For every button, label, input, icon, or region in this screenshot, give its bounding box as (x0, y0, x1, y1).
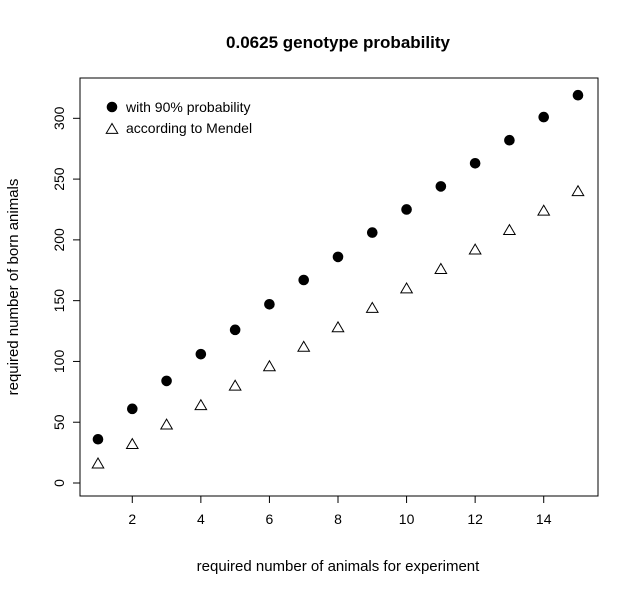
y-axis-label: required number of born animals (5, 179, 22, 396)
point-series-2 (571, 184, 585, 197)
point-series-2 (468, 243, 482, 255)
point-series-2 (502, 223, 517, 236)
point-series-2 (125, 437, 139, 449)
point-series-1 (126, 403, 138, 415)
y-tick-label: 300 (51, 106, 67, 130)
y-tick-label: 50 (51, 414, 67, 430)
point-series-1 (92, 433, 104, 445)
y-tick-label: 100 (51, 350, 67, 374)
legend-marker-filled-circle (106, 101, 118, 113)
point-series-1 (195, 348, 207, 360)
x-tick-label: 10 (399, 511, 415, 527)
y-tick-label: 250 (51, 167, 67, 191)
chart-title: 0.0625 genotype probability (226, 33, 450, 52)
y-tick-label: 150 (51, 289, 67, 313)
x-axis: 2 4 6 8 10 12 14 (128, 495, 552, 527)
data-points (91, 89, 585, 469)
point-series-1 (161, 375, 172, 387)
point-series-1 (366, 227, 378, 238)
x-axis-label: required number of animals for experimen… (197, 558, 480, 575)
legend-label: according to Mendel (126, 120, 252, 136)
point-series-2 (159, 418, 174, 430)
x-tick-label: 2 (128, 511, 136, 527)
point-series-1 (469, 157, 481, 169)
point-series-1 (332, 251, 344, 263)
legend-label: with 90% probability (125, 99, 251, 115)
point-series-1 (298, 274, 310, 286)
point-series-1 (504, 134, 515, 146)
legend: with 90% probability according to Mendel (105, 99, 252, 136)
point-series-1 (264, 299, 275, 310)
point-series-2 (537, 204, 551, 216)
legend-marker-open-triangle (105, 122, 119, 134)
point-series-2 (228, 379, 242, 391)
x-tick-label: 8 (334, 511, 342, 527)
y-tick-label: 200 (51, 228, 67, 252)
x-tick-label: 6 (266, 511, 274, 527)
point-series-2 (399, 282, 414, 294)
point-series-1 (229, 324, 241, 336)
point-series-2 (91, 457, 105, 469)
point-series-1 (572, 89, 584, 101)
y-tick-label: 0 (51, 479, 67, 487)
y-axis: 0 50 100 150 200 250 300 (51, 106, 81, 487)
point-series-2 (331, 320, 345, 333)
point-series-2 (262, 359, 277, 372)
plot-frame (79, 77, 599, 497)
point-series-1 (401, 204, 412, 215)
point-series-2 (297, 340, 311, 352)
point-series-2 (434, 262, 448, 274)
point-series-2 (194, 398, 208, 411)
x-tick-label: 12 (467, 511, 483, 527)
x-tick-label: 14 (536, 511, 552, 527)
point-series-1 (538, 111, 550, 123)
x-tick-label: 4 (197, 511, 205, 527)
point-series-1 (435, 181, 447, 192)
point-series-2 (365, 301, 379, 313)
